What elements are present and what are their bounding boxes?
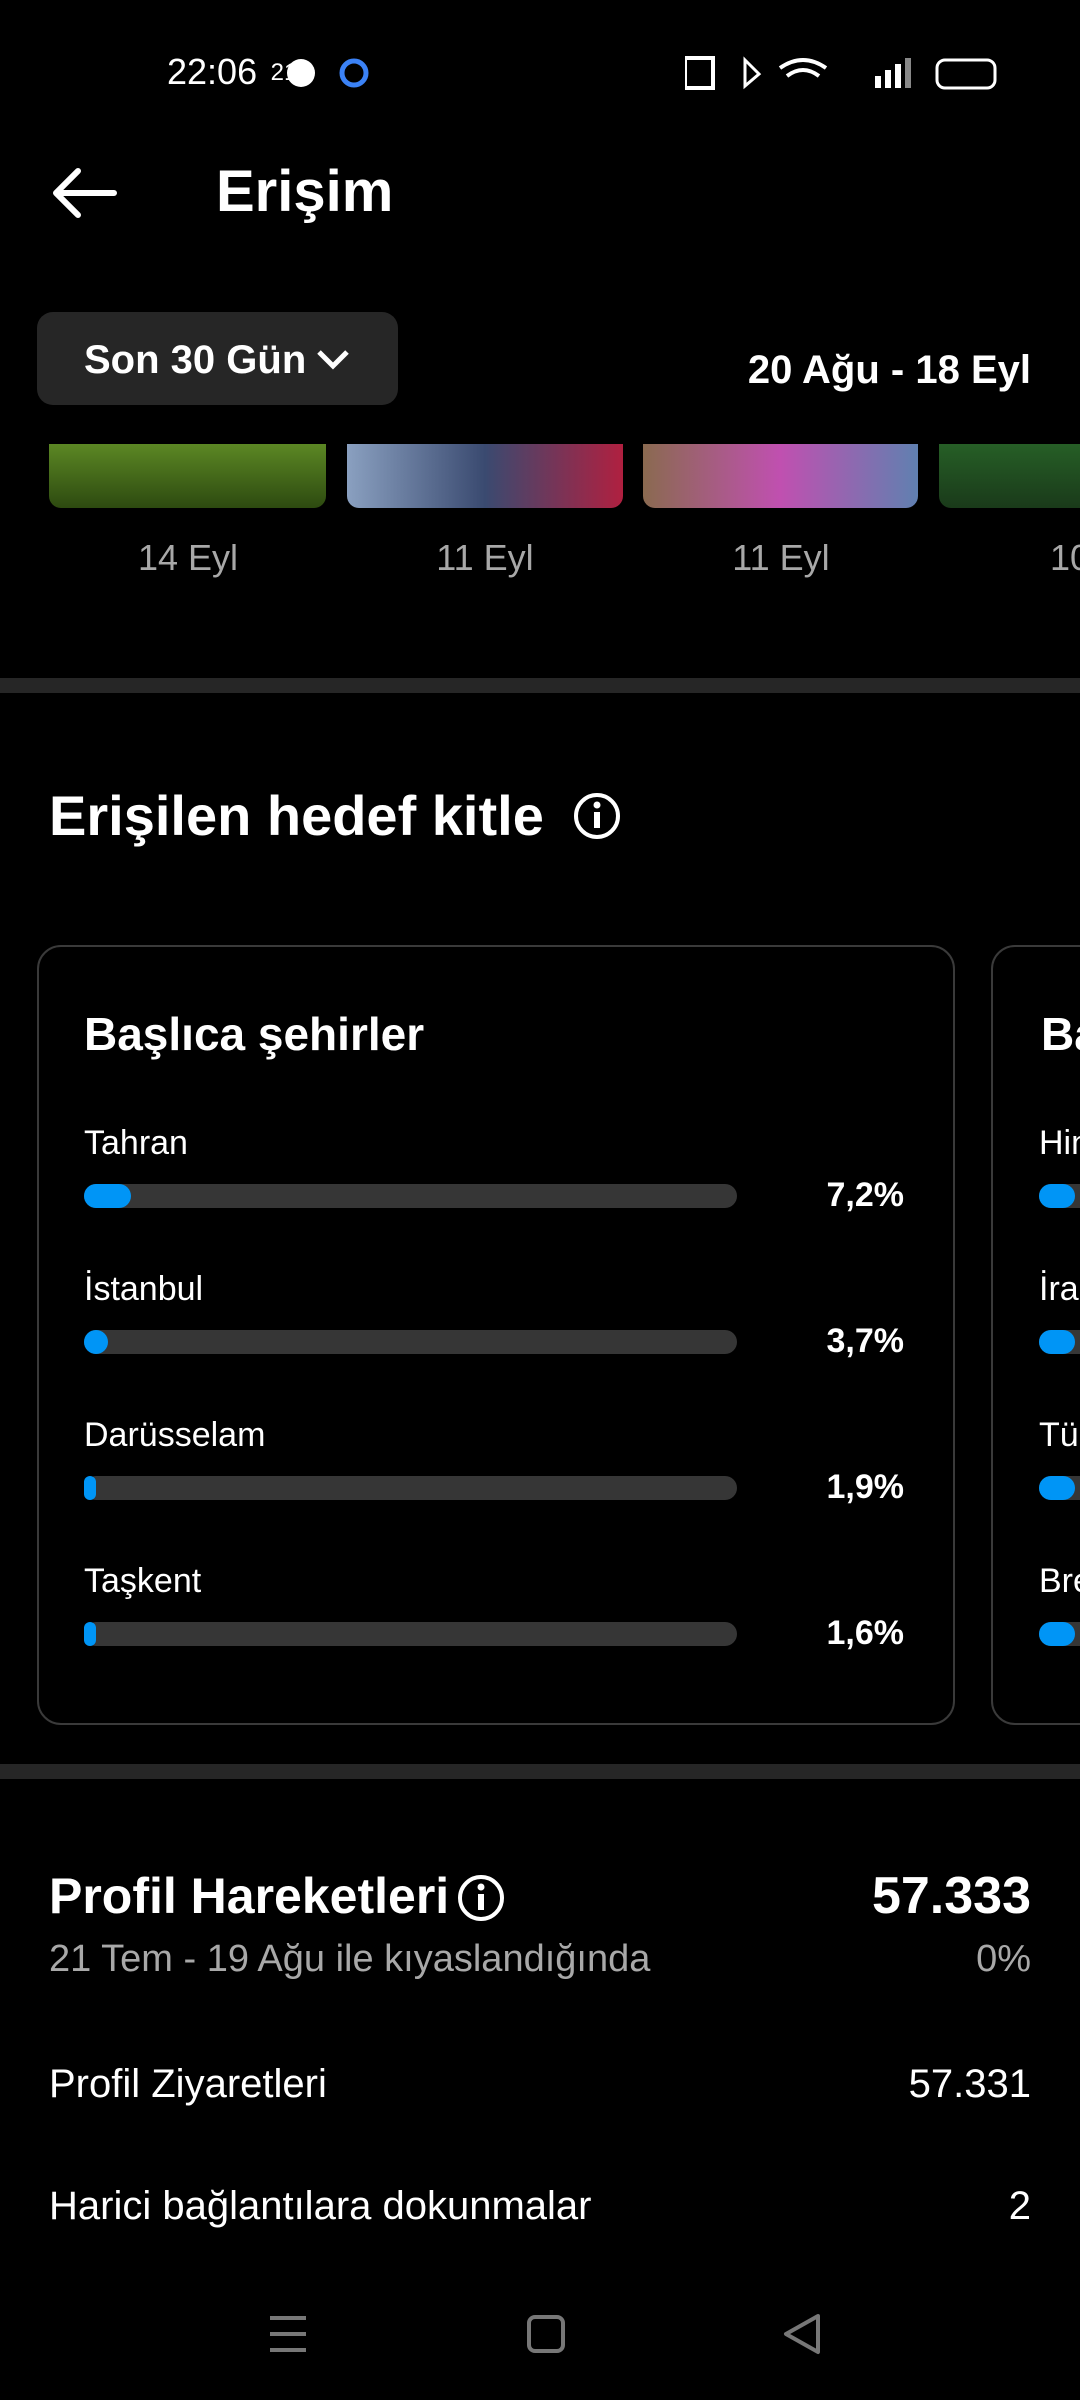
thumbnail[interactable] (939, 444, 1080, 508)
bar-track (84, 1622, 737, 1646)
percent-label: 3,7% (826, 1322, 905, 1360)
post-date: 10 (1049, 537, 1080, 578)
card-title: Başlıca şehirler (84, 1008, 425, 1060)
change: 0% (976, 1938, 1031, 1980)
percent-label: 1,9% (826, 1468, 905, 1506)
back-button[interactable] (50, 168, 120, 218)
bar (84, 1330, 109, 1354)
post-date: 11 Eyl (436, 537, 534, 578)
bar-track (84, 1330, 737, 1354)
info-icon[interactable] (572, 791, 622, 841)
cities-card: Başlıca şehirler (37, 945, 955, 1725)
thumbnail[interactable] (347, 444, 623, 508)
divider (0, 678, 1080, 693)
metric-label: Profil Ziyaretleri (49, 2062, 327, 2106)
metric-label: Harici bağlantılara dokunmalar (49, 2184, 592, 2228)
city-name: Tahran (84, 1124, 188, 1162)
section-title: Erişilen hedef kitle (49, 784, 544, 847)
metric-value: 2 (1008, 2184, 1031, 2228)
bar-track (84, 1184, 737, 1208)
bar-track (84, 1476, 737, 1500)
percent-label: 7,2% (826, 1176, 905, 1214)
card-title: Ba (1041, 1008, 1080, 1060)
bar (84, 1622, 96, 1646)
status-icons (287, 58, 369, 88)
date-range: 20 Ağu - 18 Eyl (747, 348, 1031, 392)
profile-title: Profil Hareketleri (49, 1868, 450, 1924)
thumbnail[interactable] (643, 444, 918, 508)
post-thumbnails (0, 444, 1080, 514)
percent-label: 1,6% (826, 1614, 905, 1652)
bar (1039, 1476, 1075, 1500)
info-icon[interactable] (456, 1873, 506, 1923)
page-title: Erişim (216, 159, 394, 224)
thumbnail[interactable] (49, 444, 326, 508)
city-name: Taşkent (84, 1562, 202, 1600)
period-label: Son 30 Gün (84, 338, 307, 382)
bar (1039, 1330, 1075, 1354)
metric-value: 57.331 (908, 2062, 1031, 2106)
post-date: 14 Eyl (137, 537, 239, 578)
country-name: Bre (1039, 1562, 1080, 1600)
bar (84, 1476, 97, 1500)
comparison-text: 21 Tem - 19 Ağu ile kıyaslandığında (49, 1938, 651, 1980)
country-name: Tü (1039, 1416, 1079, 1454)
city-name: Darüsselam (84, 1416, 266, 1454)
countries-card: Ba Hin İra Tü Bre (991, 945, 1080, 1725)
city-name: İstanbul (84, 1270, 204, 1308)
bar (1039, 1622, 1075, 1646)
period-dropdown[interactable]: Son 30 Gün (37, 312, 398, 405)
profile-total: 57.333 (871, 1867, 1031, 1925)
chevron (317, 350, 349, 370)
country-name: Hin (1039, 1124, 1080, 1162)
system-icons (685, 56, 997, 90)
nav-bar (270, 2314, 820, 2354)
status-time: 22:06 (167, 51, 258, 92)
post-date: 11 Eyl (732, 537, 830, 578)
battery-level: 21 (270, 59, 298, 86)
bar (84, 1184, 132, 1208)
bar (1039, 1184, 1075, 1208)
country-name: İra (1039, 1270, 1079, 1308)
divider (0, 1764, 1080, 1779)
